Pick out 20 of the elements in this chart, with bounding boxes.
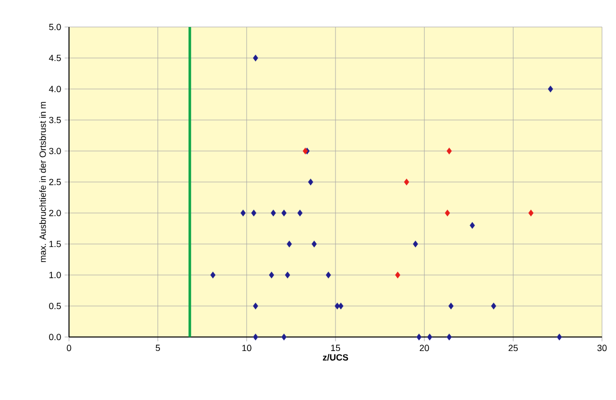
y-tick-label: 3.0 [49, 148, 61, 154]
y-tick-label: 1.5 [49, 240, 61, 248]
x-axis-title: z/UCS [322, 354, 348, 361]
x-tick-label: 0 [66, 344, 72, 352]
y-tick-label: 1.0 [49, 272, 61, 278]
y-tick-label: 3.5 [49, 116, 61, 124]
y-tick-label: 2.5 [49, 178, 61, 186]
y-tick-label: 4.5 [48, 54, 61, 62]
x-tick-label: 30 [597, 344, 607, 352]
y-tick-label: 2.0 [49, 210, 61, 216]
x-tick-label: 5 [156, 344, 160, 352]
x-tick-label: 25 [508, 344, 518, 352]
y-tick-label: 0.5 [49, 302, 61, 310]
y-axis-title: max. Ausbruchtiefe in der Ortsbrust in m [39, 102, 46, 262]
x-tick-label: 10 [242, 344, 252, 352]
y-tick-label: 0.0 [49, 334, 61, 340]
y-tick-label: 4.0 [48, 86, 61, 92]
x-tick-label: 15 [331, 344, 340, 352]
y-tick-label: 5.0 [49, 24, 61, 30]
x-tick-label: 20 [420, 344, 429, 352]
